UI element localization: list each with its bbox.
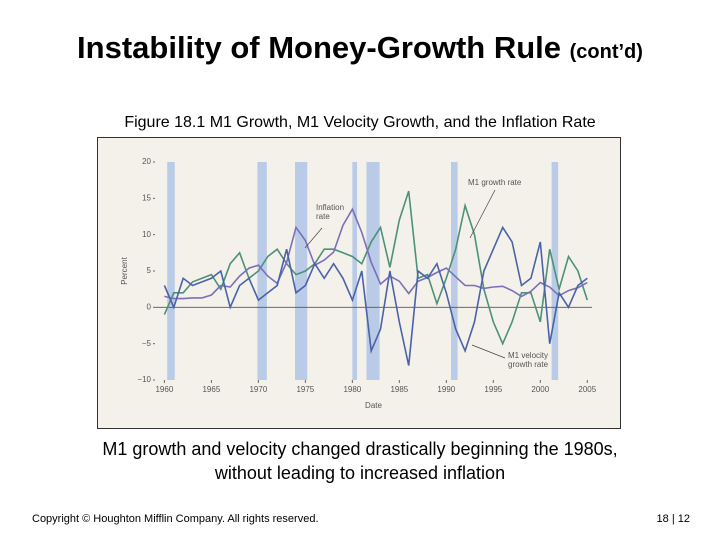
figure-title: Figure 18.1 M1 Growth, M1 Velocity Growt… xyxy=(124,114,596,131)
y-tick-label: 20 xyxy=(142,157,151,166)
shaded-period xyxy=(257,162,267,380)
series-line xyxy=(163,190,589,346)
series-line xyxy=(164,207,588,300)
y-tick-label: 5 xyxy=(147,266,152,275)
annotation: M1 velocity xyxy=(508,351,548,360)
y-tick-label: −5 xyxy=(142,339,152,348)
annotation: growth rate xyxy=(508,360,549,369)
page-number: 18 | 12 xyxy=(656,513,690,525)
annotation-arrow xyxy=(304,227,323,249)
y-tick-label: −10 xyxy=(137,375,151,384)
x-tick-label: 1985 xyxy=(390,385,408,394)
x-tick-label: 2000 xyxy=(531,385,549,394)
annotation: Inflation xyxy=(316,203,344,212)
x-tick-label: 1965 xyxy=(202,385,220,394)
caption: M1 growth and velocity changed drastical… xyxy=(0,437,720,485)
x-tick-label: 1960 xyxy=(155,385,173,394)
shaded-period xyxy=(451,162,458,380)
x-tick-label: 1970 xyxy=(249,385,267,394)
series-line xyxy=(163,225,588,366)
x-tick-label: 1975 xyxy=(296,385,314,394)
x-tick-label: 2005 xyxy=(578,385,596,394)
shaded-period xyxy=(352,162,358,380)
shaded-period xyxy=(295,162,308,380)
title-main: Instability of Money-Growth Rule xyxy=(77,30,561,65)
y-tick-label: 10 xyxy=(142,230,151,239)
annotation: rate xyxy=(316,212,330,221)
annotation: M1 growth rate xyxy=(468,178,522,187)
caption-line: without leading to increased inflation xyxy=(214,463,506,483)
annotation-arrow xyxy=(471,344,506,359)
x-tick-label: 1995 xyxy=(484,385,502,394)
y-axis-label: Percent xyxy=(120,256,129,284)
copyright: Copyright © Houghton Mifflin Company. Al… xyxy=(32,513,319,525)
annotation-arrow xyxy=(469,189,496,239)
x-axis-label: Date xyxy=(365,401,382,410)
slide-title: Instability of Money-Growth Rule (cont’d… xyxy=(0,30,720,66)
title-suffix: (cont’d) xyxy=(569,41,643,63)
x-tick-label: 1990 xyxy=(437,385,455,394)
shaded-period xyxy=(167,162,175,380)
y-tick-label: 15 xyxy=(142,193,151,202)
y-tick-label: 0 xyxy=(147,302,152,311)
shaded-period xyxy=(366,162,380,380)
x-tick-label: 1980 xyxy=(343,385,361,394)
caption-line: M1 growth and velocity changed drastical… xyxy=(102,439,618,459)
